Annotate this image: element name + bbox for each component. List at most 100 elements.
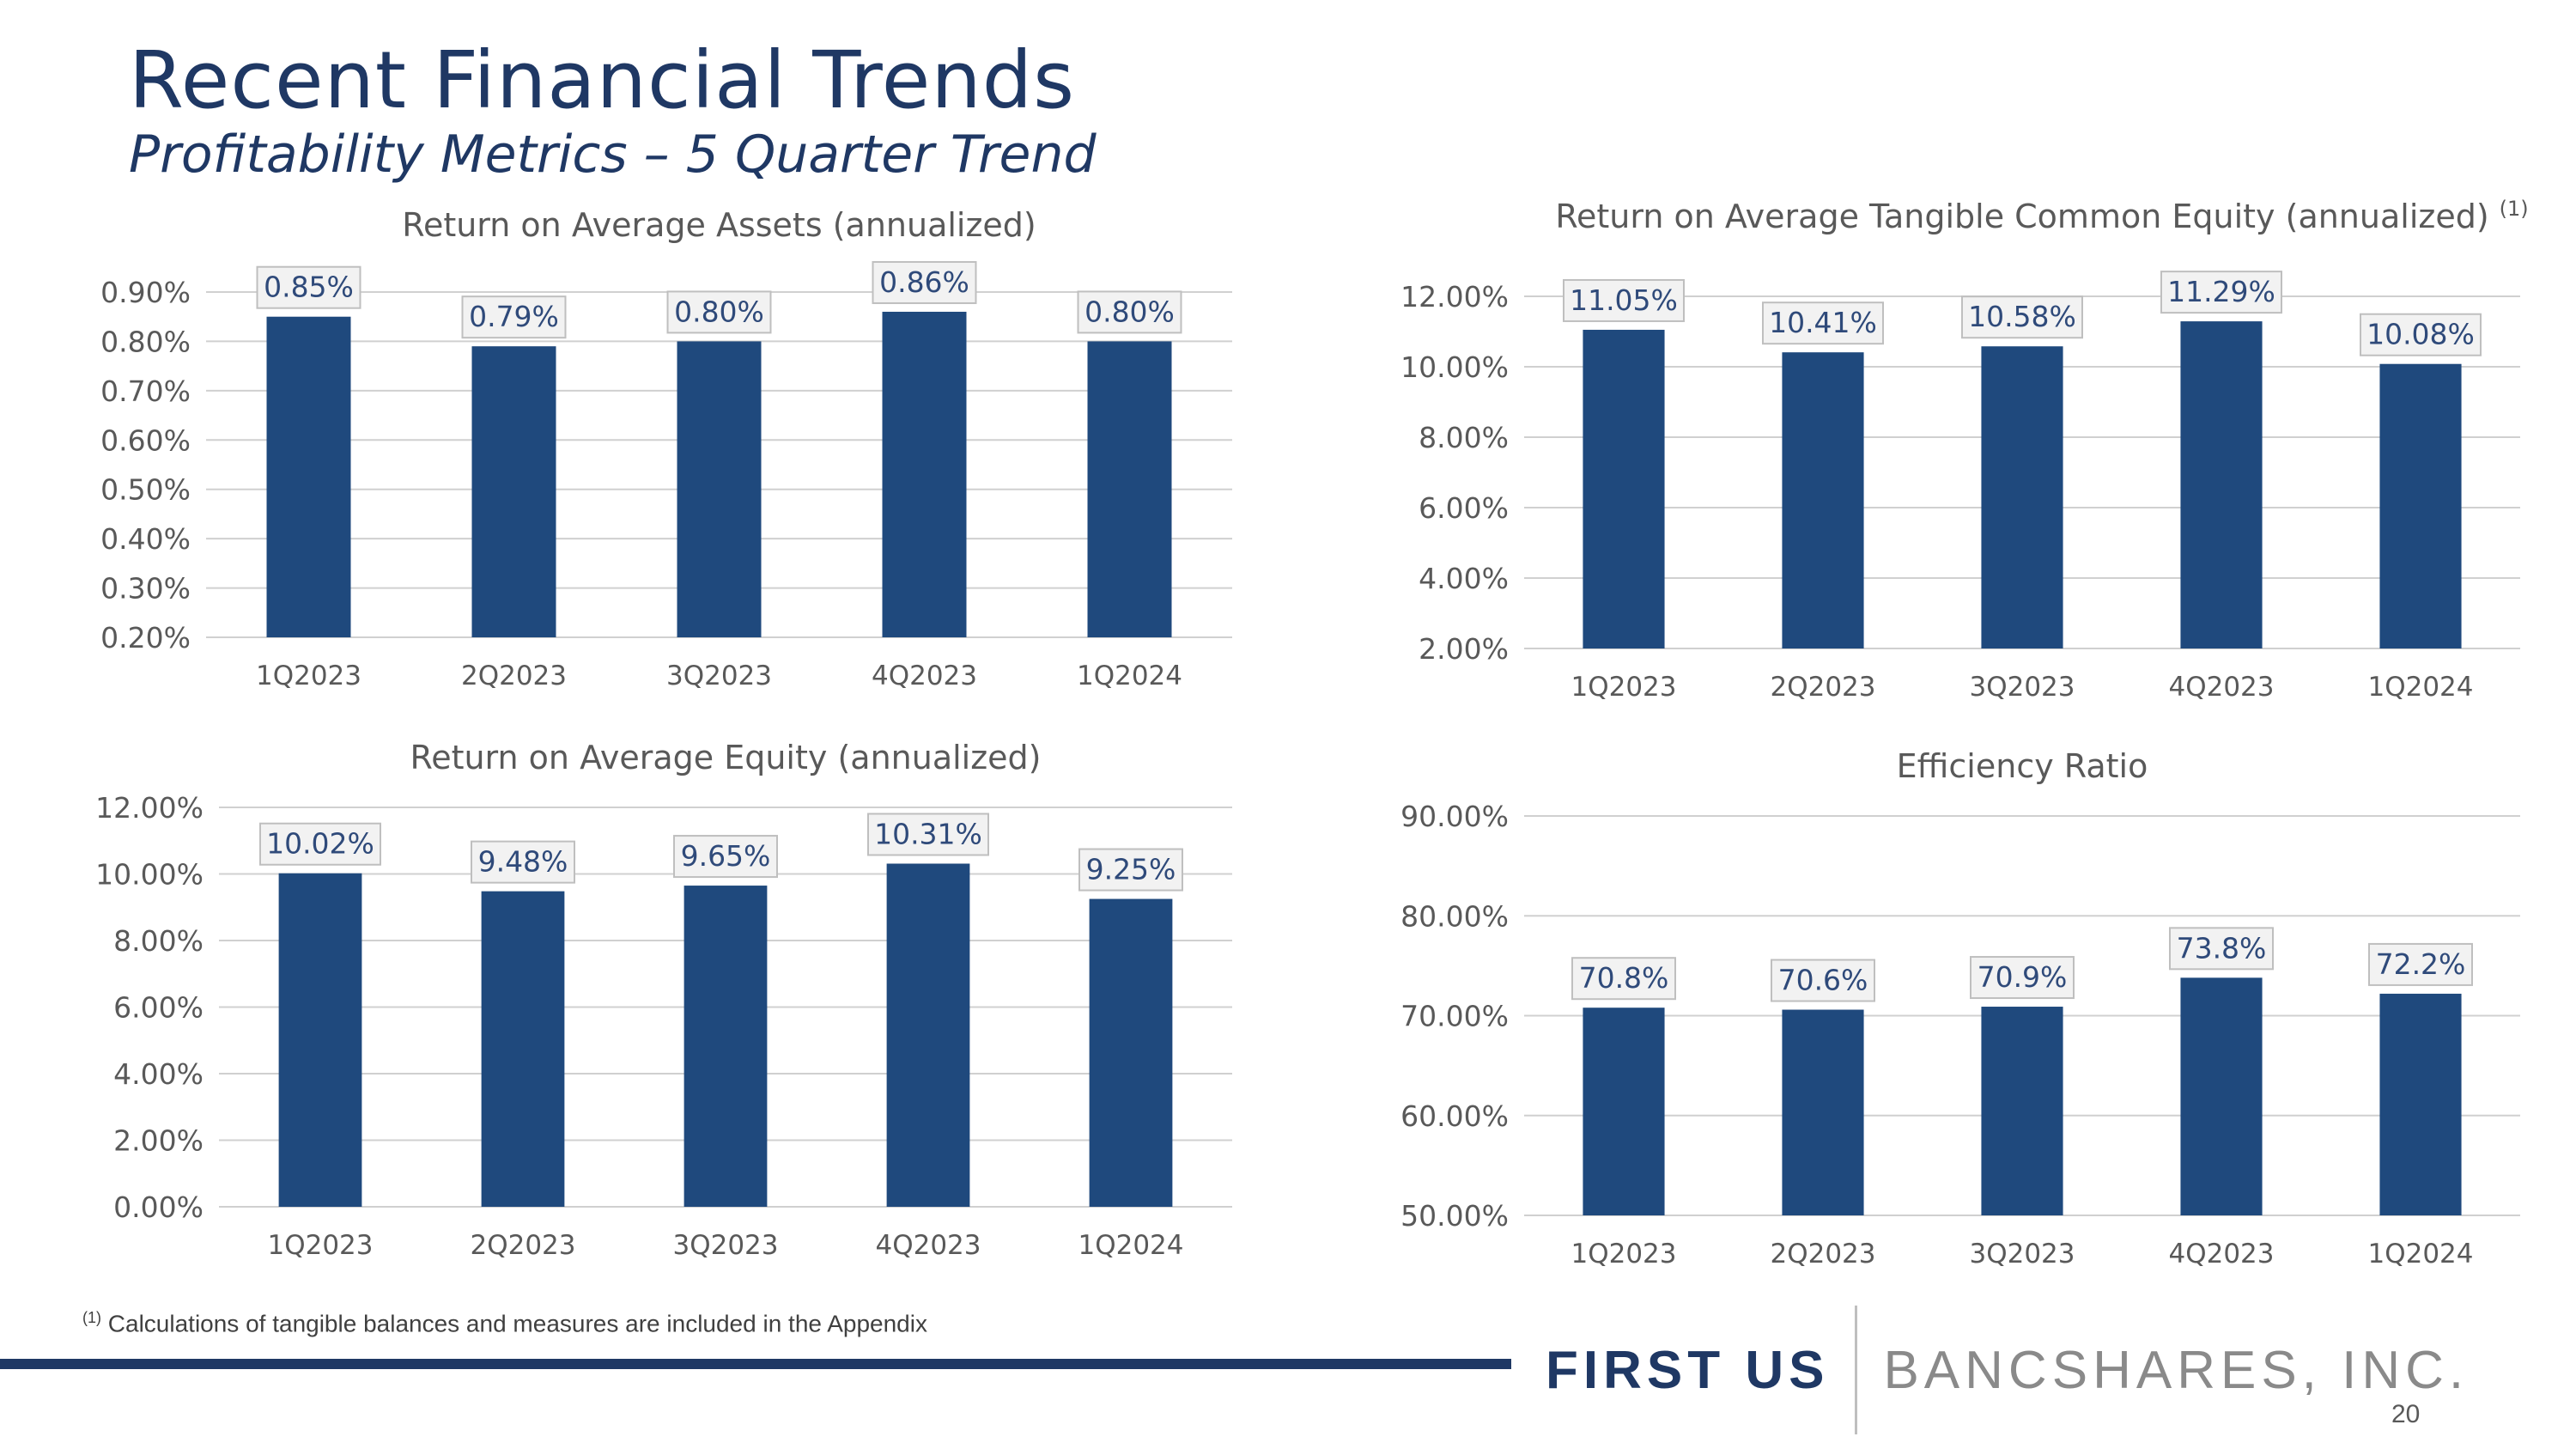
x-tick-label: 1Q2023 bbox=[1571, 672, 1676, 703]
bar bbox=[278, 873, 362, 1207]
x-tick-label: 1Q2024 bbox=[2367, 672, 2473, 703]
y-tick-label: 2.00% bbox=[1419, 632, 1509, 666]
data-label: 10.08% bbox=[2366, 318, 2475, 351]
x-tick-label: 3Q2023 bbox=[666, 661, 772, 691]
bar bbox=[2180, 977, 2263, 1215]
footnote: (1) Calculations of tangible balances an… bbox=[82, 1309, 927, 1337]
data-label: 11.05% bbox=[1570, 283, 1678, 317]
chart-title: Efficiency Ratio bbox=[1897, 747, 2148, 785]
data-label: 0.86% bbox=[879, 265, 969, 299]
chart-title: Return on Average Tangible Common Equity… bbox=[1555, 198, 2488, 235]
bar bbox=[1087, 341, 1172, 637]
bar bbox=[266, 316, 351, 637]
data-label: 9.25% bbox=[1086, 853, 1176, 886]
bar bbox=[886, 863, 970, 1207]
bar bbox=[1782, 352, 1864, 648]
bar bbox=[882, 311, 967, 637]
chart-roae: Return on Average Equity (annualized) 0.0… bbox=[95, 739, 1232, 1261]
y-tick-label: 0.20% bbox=[100, 621, 191, 654]
chart-roaa: Return on Average Assets (annualized) 0.2… bbox=[100, 206, 1232, 691]
data-label: 10.58% bbox=[1968, 300, 2076, 333]
brand-logo: FIRST US BANCSHARES, INC. bbox=[1546, 1306, 2470, 1434]
bar bbox=[1583, 329, 1665, 648]
y-tick-label: 70.00% bbox=[1400, 1000, 1509, 1033]
bar bbox=[1981, 1007, 2063, 1215]
y-tick-label: 4.00% bbox=[1419, 562, 1509, 595]
data-label: 11.29% bbox=[2167, 275, 2275, 308]
bar bbox=[2379, 993, 2462, 1215]
data-label: 72.2% bbox=[2376, 947, 2466, 981]
data-label: 70.8% bbox=[1579, 961, 1669, 995]
data-label-box bbox=[1563, 278, 1685, 322]
y-tick-label: 60.00% bbox=[1400, 1099, 1509, 1133]
x-tick-label: 4Q2023 bbox=[872, 661, 977, 691]
x-tick-label: 1Q2024 bbox=[1077, 661, 1182, 691]
x-tick-label: 4Q2023 bbox=[2168, 1239, 2274, 1269]
data-label-box bbox=[1970, 956, 2075, 1000]
bar bbox=[2180, 321, 2263, 648]
x-tick-label: 4Q2023 bbox=[875, 1230, 981, 1261]
y-tick-label: 8.00% bbox=[1419, 421, 1509, 454]
chart-title: Return on Average Equity (annualized) bbox=[410, 739, 1042, 776]
data-label-box bbox=[1078, 848, 1183, 892]
chart-title-note: (1) bbox=[2500, 197, 2529, 221]
data-label-box bbox=[1077, 290, 1182, 334]
footnote-text: Calculations of tangible balances and me… bbox=[101, 1310, 927, 1337]
data-label: 10.31% bbox=[874, 817, 982, 850]
x-tick-label: 2Q2023 bbox=[1770, 672, 1875, 703]
x-tick-label: 1Q2023 bbox=[256, 661, 361, 691]
data-label-box bbox=[1771, 959, 1875, 1002]
data-label: 9.65% bbox=[681, 839, 771, 873]
bar bbox=[2379, 363, 2462, 648]
x-tick-label: 2Q2023 bbox=[1770, 1239, 1875, 1269]
y-tick-label: 6.00% bbox=[1419, 491, 1509, 525]
y-tick-label: 6.00% bbox=[113, 991, 204, 1025]
x-tick-label: 3Q2023 bbox=[672, 1230, 778, 1261]
data-label-box bbox=[673, 835, 778, 879]
x-tick-label: 2Q2023 bbox=[461, 661, 567, 691]
data-label-box bbox=[1571, 957, 1676, 1001]
data-label: 10.02% bbox=[266, 827, 374, 861]
chart-efficiency: Efficiency Ratio 50.00% 60.00% 70.00% 80.00%… bbox=[1400, 747, 2520, 1269]
bar bbox=[481, 891, 565, 1207]
y-tick-label: 2.00% bbox=[113, 1124, 204, 1158]
y-tick-label: 10.00% bbox=[1400, 350, 1509, 384]
footer-rule bbox=[0, 1359, 1511, 1369]
brand-first: FIRST US bbox=[1546, 1340, 1830, 1400]
brand-divider bbox=[1855, 1306, 1858, 1434]
bar bbox=[1782, 1009, 1864, 1215]
x-tick-label: 1Q2024 bbox=[1078, 1230, 1183, 1261]
y-tick-label: 0.30% bbox=[100, 572, 191, 606]
data-label: 73.8% bbox=[2177, 931, 2267, 965]
x-tick-label: 3Q2023 bbox=[1969, 672, 2075, 703]
y-tick-label: 0.70% bbox=[100, 374, 191, 408]
bar bbox=[1981, 346, 2063, 648]
footnote-marker: (1) bbox=[82, 1309, 101, 1326]
bar bbox=[683, 886, 768, 1207]
y-tick-label: 12.00% bbox=[95, 791, 204, 825]
data-label: 70.6% bbox=[1778, 964, 1868, 997]
x-tick-label: 2Q2023 bbox=[470, 1230, 575, 1261]
bar bbox=[1583, 1008, 1665, 1215]
data-label: 0.85% bbox=[264, 271, 354, 304]
bar bbox=[471, 346, 556, 637]
brand-rest: BANCSHARES, INC. bbox=[1883, 1340, 2470, 1400]
data-label-box bbox=[2360, 313, 2482, 356]
data-label-box bbox=[471, 840, 575, 884]
data-label: 0.80% bbox=[1084, 295, 1175, 328]
page-number: 20 bbox=[2391, 1400, 2421, 1428]
y-tick-label: 50.00% bbox=[1400, 1199, 1509, 1233]
data-label-box bbox=[461, 295, 567, 339]
y-tick-label: 0.40% bbox=[100, 522, 191, 556]
y-tick-label: 80.00% bbox=[1400, 899, 1509, 933]
y-tick-label: 8.00% bbox=[113, 924, 204, 958]
data-label-box bbox=[1961, 295, 2083, 339]
data-label-box bbox=[256, 265, 361, 309]
data-label: 70.9% bbox=[1978, 960, 2068, 994]
y-tick-label: 0.90% bbox=[100, 276, 191, 309]
y-tick-label: 12.00% bbox=[1400, 280, 1509, 314]
y-tick-label: 0.50% bbox=[100, 473, 191, 507]
bar bbox=[1089, 898, 1173, 1207]
data-label: 0.79% bbox=[469, 300, 559, 333]
x-tick-label: 4Q2023 bbox=[2168, 672, 2274, 703]
